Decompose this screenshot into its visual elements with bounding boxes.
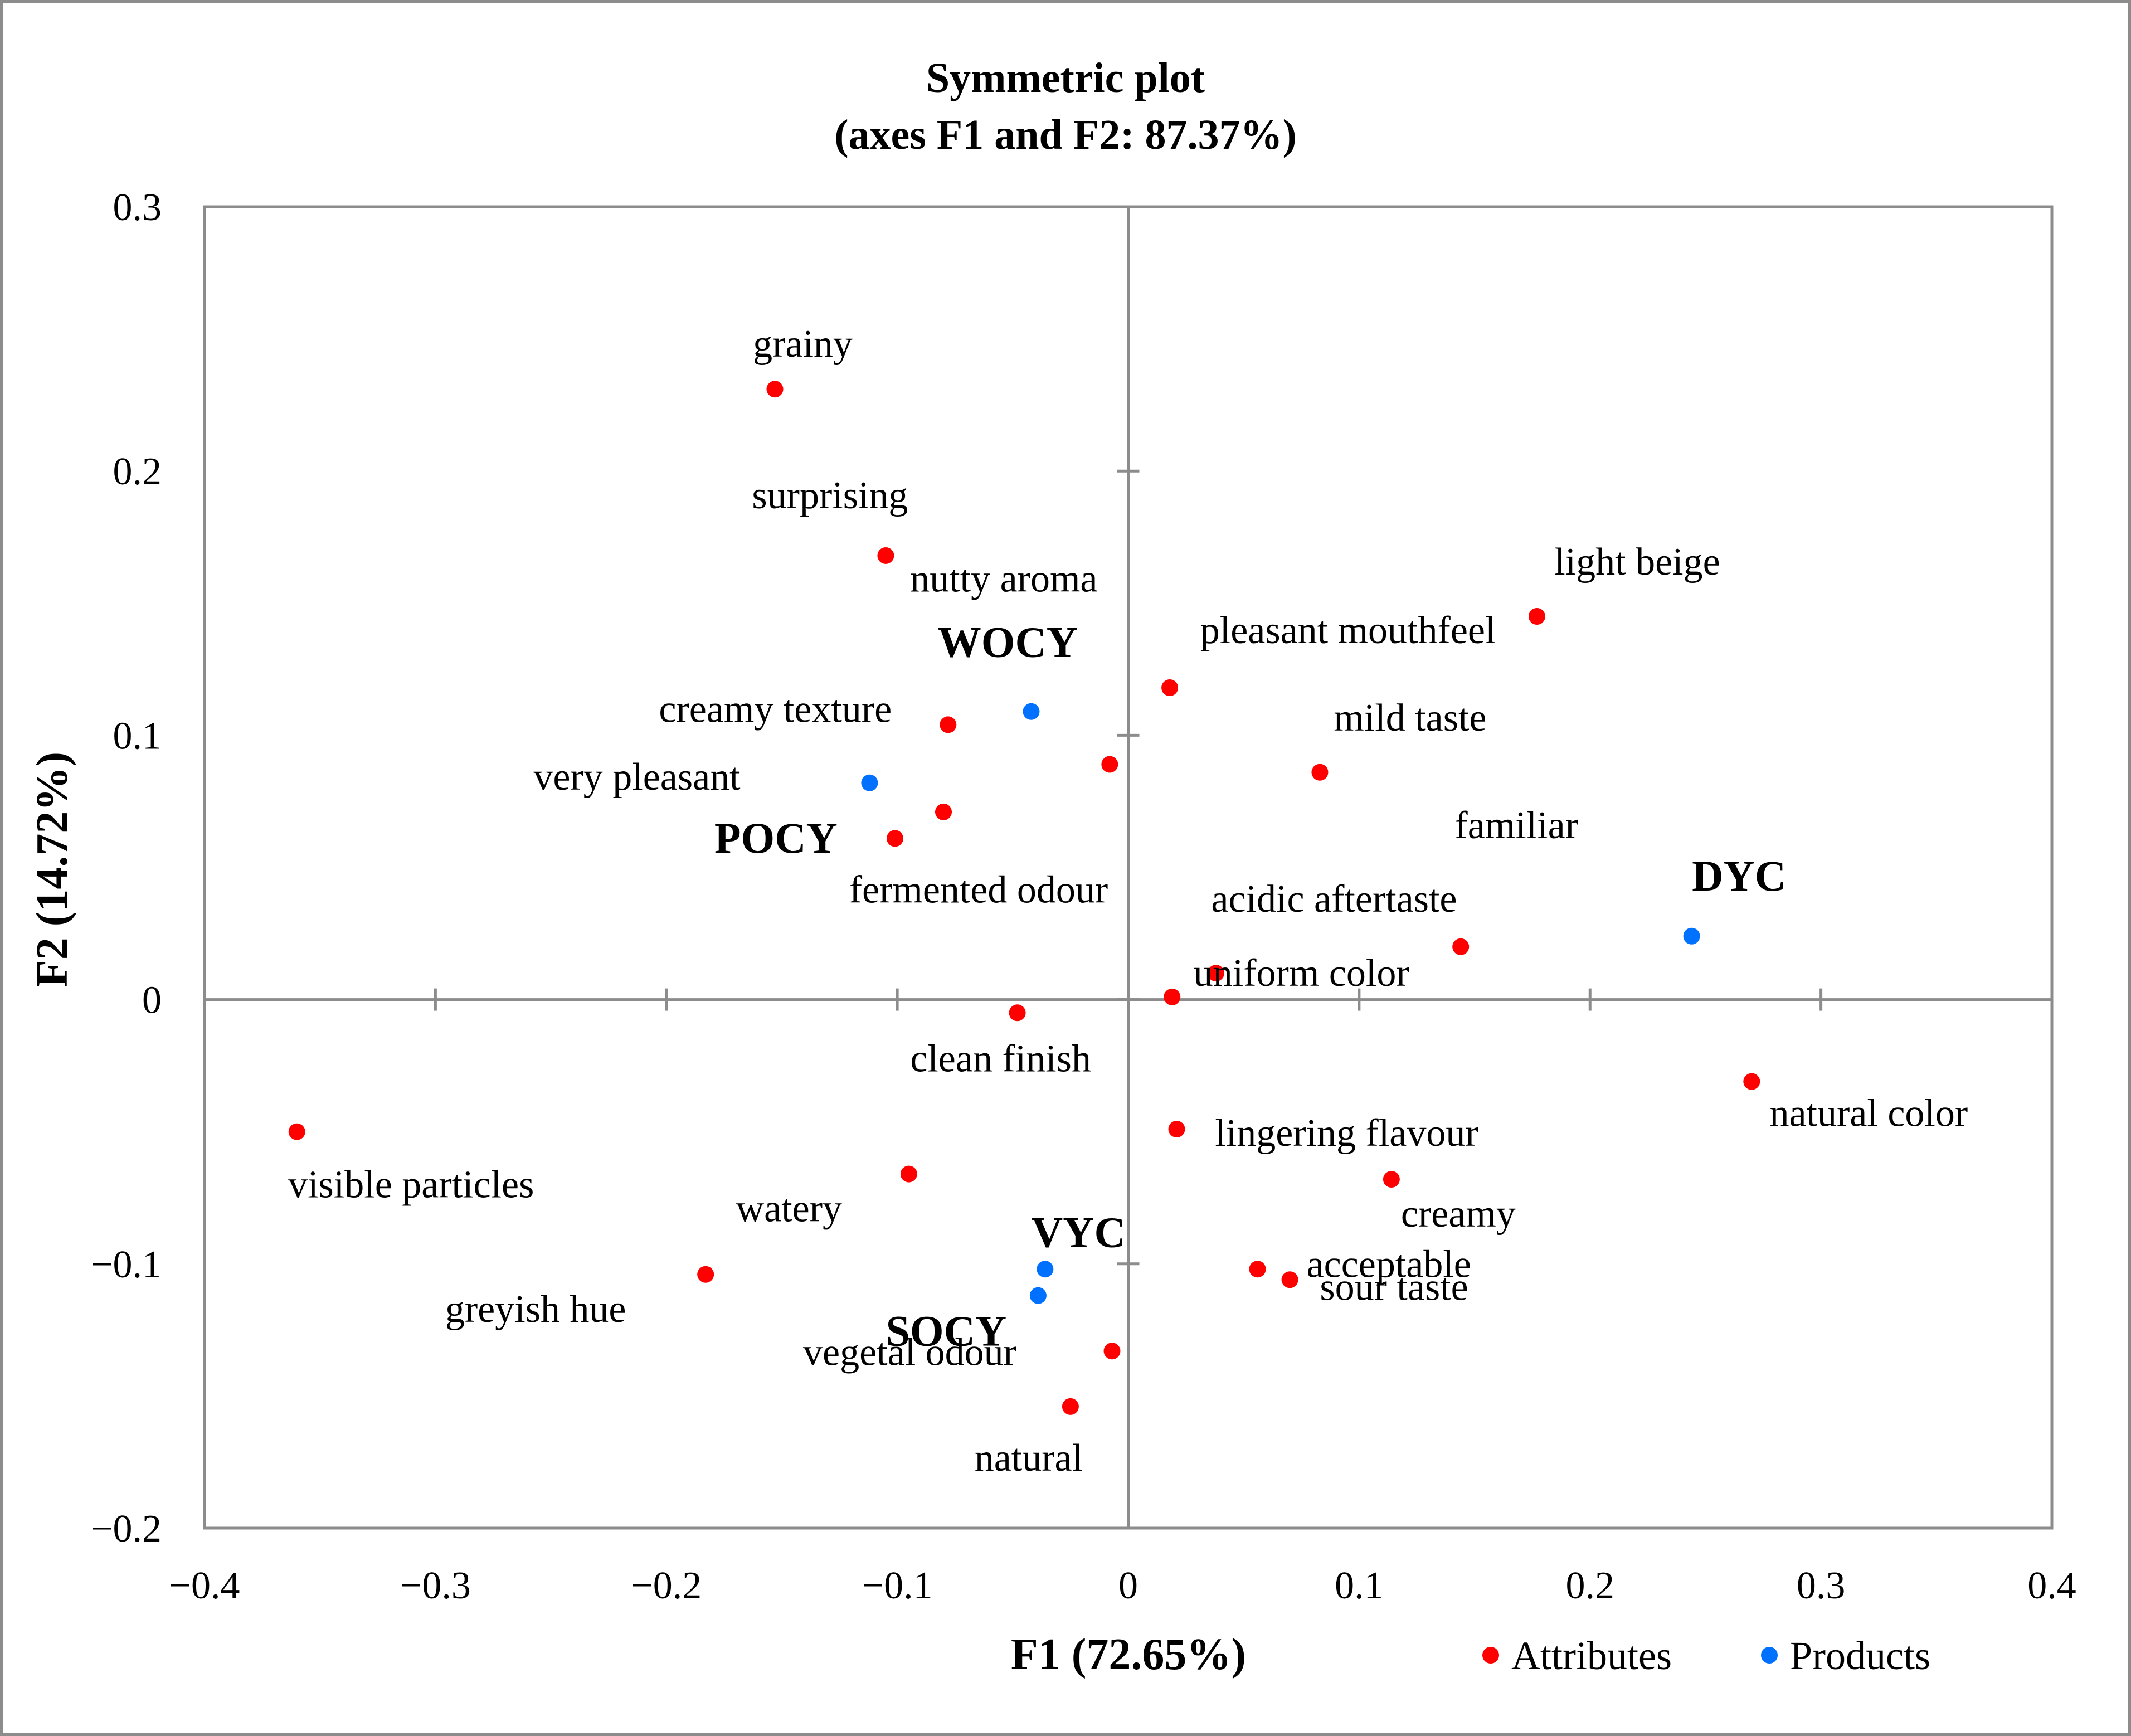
y-tick-label: −0.1: [91, 1243, 162, 1286]
attribute-label-familiar: familiar: [1454, 804, 1578, 847]
x-tick-label: −0.4: [169, 1564, 240, 1607]
attribute-point-nutty-aroma: [1101, 756, 1118, 773]
attribute-label-natural: natural: [975, 1437, 1083, 1480]
attribute-point-fermented-odour: [886, 830, 903, 847]
x-tick-label: 0.4: [2027, 1564, 2076, 1607]
attribute-point-clean-finish: [1009, 1004, 1026, 1022]
axes: −0.4 −0.3 −0.2 −0.1 0 0.1 0.2 0.3 0.4 −0.2 −0.1 0 0.…: [91, 186, 2076, 1607]
attribute-label-grainy: grainy: [753, 323, 853, 366]
attribute-label-acceptable: acceptable: [1307, 1243, 1471, 1286]
attribute-point-very-pleasant: [935, 803, 952, 820]
attribute-point-creamy: [1383, 1171, 1400, 1188]
chart-subtitle: (axes F1 and F2: 87.37%): [834, 111, 1297, 158]
x-tick-label: 0: [1118, 1564, 1138, 1607]
attribute-point-watery: [900, 1165, 917, 1183]
attribute-point-greyish-hue: [697, 1266, 714, 1283]
chart-title: Symmetric plot: [926, 55, 1205, 101]
x-axis-title: F1 (72.65%): [1011, 1630, 1246, 1679]
x-tick-label: 0.1: [1335, 1564, 1384, 1607]
x-tick-label: 0.3: [1797, 1564, 1846, 1607]
attribute-point-natural: [1062, 1398, 1079, 1415]
attribute-label-visible-particles: visible particles: [288, 1164, 534, 1207]
product-label-socy: SOCY: [886, 1307, 1007, 1355]
y-tick-label: 0.1: [113, 714, 162, 757]
x-tick-label: 0.2: [1566, 1564, 1615, 1607]
attribute-point-acceptable: [1281, 1271, 1298, 1288]
attribute-point-pleasant-mouthfeel: [1161, 679, 1179, 697]
product-label-dyc: DYC: [1692, 852, 1786, 900]
x-tick-label: −0.1: [862, 1564, 933, 1607]
y-tick-label: −0.2: [91, 1508, 162, 1550]
product-point-socy: [1029, 1287, 1047, 1304]
attribute-point-uniform-color: [1164, 988, 1181, 1005]
product-point-vyc: [1037, 1261, 1054, 1278]
attribute-label-vegetal-odour: vegetal odour: [803, 1331, 1016, 1374]
attribute-label-lingering-flavour: lingering flavour: [1215, 1112, 1478, 1155]
attribute-label-natural-color: natural color: [1769, 1092, 1968, 1135]
legend-label-attributes: Attributes: [1511, 1633, 1672, 1678]
attribute-label-surprising: surprising: [752, 474, 908, 517]
attribute-label-very-pleasant: very pleasant: [533, 756, 741, 799]
attribute-point-light-beige: [1528, 608, 1545, 625]
attribute-point-familiar: [1452, 938, 1470, 955]
attribute-label-greyish-hue: greyish hue: [445, 1288, 626, 1331]
attribute-label-fermented-odour: fermented odour: [849, 868, 1108, 911]
attribute-point-acidic-aftertaste: [1207, 965, 1224, 982]
attribute-point-lingering-flavour: [1168, 1120, 1185, 1137]
legend-marker-products: [1761, 1647, 1778, 1664]
attribute-point-grainy: [766, 381, 784, 398]
product-label-vyc: VYC: [1032, 1208, 1126, 1256]
attribute-label-acidic-aftertaste: acidic aftertaste: [1211, 878, 1457, 921]
product-point-pocy: [861, 774, 878, 791]
attribute-point-sour-taste: [1249, 1261, 1266, 1278]
y-tick-label: 0: [142, 979, 162, 1022]
legend-marker-attributes: [1482, 1647, 1499, 1664]
attribute-label-uniform-color: uniform color: [1194, 952, 1409, 995]
legend: Attributes Products: [1482, 1633, 1930, 1678]
y-tick-label: 0.2: [113, 450, 162, 493]
y-axis-title: F2 (14.72%): [28, 752, 77, 987]
y-tick-label: 0.3: [113, 186, 162, 229]
attribute-label-sour-taste: sour taste: [1320, 1266, 1468, 1309]
attribute-label-mild-taste: mild taste: [1334, 697, 1486, 740]
attribute-label-creamy: creamy: [1401, 1193, 1516, 1236]
product-point-dyc: [1683, 927, 1700, 945]
attribute-point-vegetal-odour: [1103, 1343, 1121, 1360]
product-label-pocy: POCY: [714, 814, 838, 862]
x-tick-label: −0.3: [400, 1564, 471, 1607]
x-tick-label: −0.2: [631, 1564, 702, 1607]
attribute-point-natural-color: [1743, 1073, 1760, 1090]
data-points: [288, 381, 1760, 1415]
attribute-point-mild-taste: [1311, 764, 1329, 781]
product-label-wocy: WOCY: [938, 618, 1078, 667]
attribute-label-watery: watery: [736, 1188, 842, 1231]
legend-label-products: Products: [1790, 1633, 1930, 1678]
attribute-label-nutty-aroma: nutty aroma: [910, 558, 1097, 601]
attribute-label-light-beige: light beige: [1554, 541, 1720, 583]
product-point-wocy: [1023, 703, 1040, 720]
attribute-point-visible-particles: [288, 1123, 305, 1140]
attribute-point-surprising: [877, 547, 894, 564]
attribute-label-clean-finish: clean finish: [910, 1037, 1091, 1080]
attribute-label-creamy-texture: creamy texture: [659, 688, 892, 731]
attribute-point-creamy-texture: [940, 716, 957, 733]
attribute-label-pleasant-mouthfeel: pleasant mouthfeel: [1200, 609, 1496, 652]
